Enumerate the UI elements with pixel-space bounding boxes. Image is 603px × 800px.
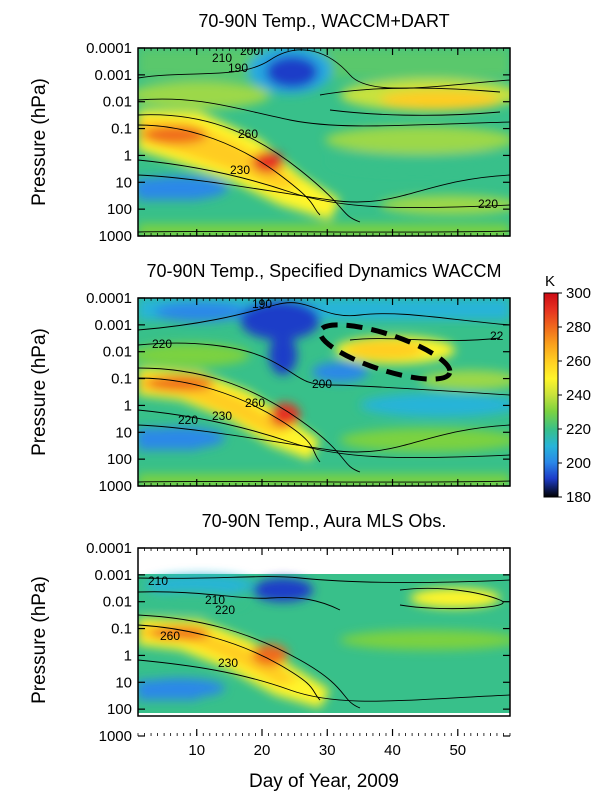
y-tick-label: 0.0001 [86,290,132,307]
x-tick-label: 30 [319,742,336,759]
y-tick-label: 0.0001 [86,40,132,57]
p2-dashed-ellipse [317,322,453,382]
p1-contour-label-4: 260 [238,127,258,141]
colorbar-tick-label: 220 [566,421,591,438]
colorbar-tick-label: 200 [566,455,591,472]
p2-contour-label-3: 200 [312,377,332,391]
y-tick-label: 0.001 [94,317,132,334]
y-tick-label: 1000 [99,478,132,495]
x-axis-label: Day of Year, 2009 [249,771,399,792]
y-tick-label: 1 [124,397,132,414]
colorbar-tick-label: 180 [566,489,591,506]
y-tick-label: 100 [107,451,132,468]
p2-contour-label-4: 260 [245,396,265,410]
y-tick-label: 100 [107,701,132,718]
y-tick-label: 0.0001 [86,540,132,557]
colorbar-ticks: 300 280 260 240 220 200 180 [558,285,591,506]
y-tick-label: 1000 [99,228,132,245]
p2-contour-label-2: 220 [152,337,172,351]
panel-2-field: 190 220 200 260 220 230 22 [138,298,510,486]
panel-2-frame [137,297,511,487]
colorbar-scale [543,292,559,498]
panel-3-frame [137,547,511,717]
y-tick-label: 0.001 [94,67,132,84]
y-tick-label: 1000 [99,728,132,745]
panel-waccm-dart: 70-90N Temp., WACCM+DART [29,11,511,245]
y-tick-label: 0.01 [103,94,132,111]
y-tick-label: 10 [115,674,132,691]
y-tick-label: 100 [107,201,132,218]
panel-3-title: 70-90N Temp., Aura MLS Obs. [202,511,447,531]
p1-contour-label-2: 200 [240,44,260,58]
panel-1-field: 210 200 190 260 230 220 [138,44,510,236]
p1-contour-label-6: 220 [478,197,498,211]
colorbar-unit: K [545,273,555,290]
p3-contour-label-3: 220 [215,603,235,617]
p1-contour-label-5: 230 [230,163,250,177]
p2-contour-label-7: 22 [490,329,504,343]
colorbar: K 300 280 260 240 220 200 180 [543,273,591,506]
y-tick-label: 0.1 [111,621,132,638]
x-tick-label: 50 [449,742,466,759]
p1-contour-label-3: 190 [228,61,248,75]
y-tick-label: 0.1 [111,121,132,138]
panel-2-title: 70-90N Temp., Specified Dynamics WACCM [146,261,501,281]
p3-contour-label-4: 260 [160,629,180,643]
panel-1-ylabel: Pressure (hPa) [29,78,50,206]
p3-contour-label-5: 230 [218,656,238,670]
y-tick-label: 10 [115,174,132,191]
p1-contour-label-1: 210 [212,51,232,65]
y-tick-label: 0.01 [103,344,132,361]
y-tick-label: 0.1 [111,371,132,388]
p2-contour-label-6: 230 [212,409,232,423]
p3-contour-label-2: 210 [205,593,225,607]
panel-3-axes: 10 20 30 40 50 0.0001 0.001 0.01 0.1 1 10 100 1000 [86,540,511,759]
y-tick-label: 1 [124,647,132,664]
colorbar-tick-label: 280 [566,319,591,336]
y-tick-label: 10 [115,424,132,441]
panel-1-title: 70-90N Temp., WACCM+DART [198,11,449,31]
panel-sd-waccm: 70-90N Temp., Specified Dynamics WACCM [29,261,511,495]
y-tick-label: 1 [124,147,132,164]
panel-1-axes: 0.0001 0.001 0.01 0.1 1 10 100 1000 [86,40,511,245]
panel-3-field: 210 210 220 260 230 [138,574,510,716]
panel-aura-mls: 70-90N Temp., Aura MLS Obs. [29,511,511,759]
p3-contour-label-1: 210 [148,574,168,588]
x-tick-label: 10 [188,742,205,759]
colorbar-tick-label: 260 [566,353,591,370]
colorbar-tick-label: 300 [566,285,591,302]
x-tick-label: 20 [254,742,271,759]
colorbar-tick-label: 240 [566,387,591,404]
panel-2-ylabel: Pressure (hPa) [29,328,50,456]
p2-contour-label-5: 220 [178,413,198,427]
panel-1-frame [137,47,511,237]
x-tick-label: 40 [384,742,401,759]
panel-3-ylabel: Pressure (hPa) [29,576,50,704]
y-tick-label: 0.001 [94,567,132,584]
panel-2-axes: 0.0001 0.001 0.01 0.1 1 10 100 1000 [86,290,511,495]
y-tick-label: 0.01 [103,594,132,611]
